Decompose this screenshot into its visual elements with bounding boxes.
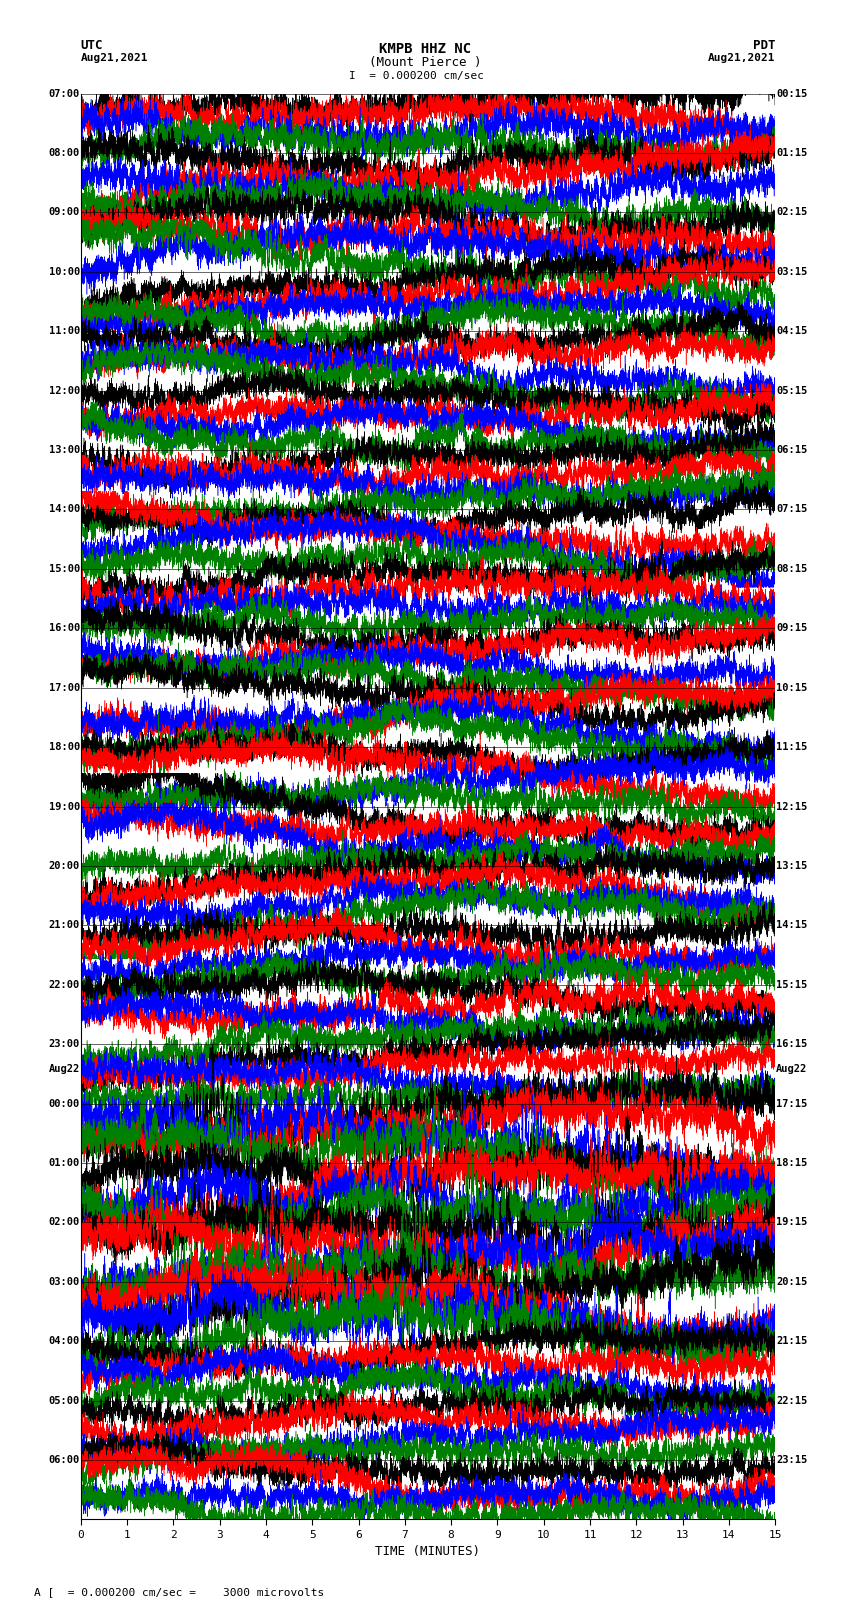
Text: 02:15: 02:15	[776, 208, 808, 218]
Text: 19:15: 19:15	[776, 1218, 808, 1227]
Text: 22:00: 22:00	[48, 979, 80, 990]
Text: 06:15: 06:15	[776, 445, 808, 455]
Text: 18:15: 18:15	[776, 1158, 808, 1168]
Text: 09:15: 09:15	[776, 623, 808, 634]
Text: 18:00: 18:00	[48, 742, 80, 752]
Text: 05:15: 05:15	[776, 386, 808, 395]
Text: 04:15: 04:15	[776, 326, 808, 336]
Text: 08:00: 08:00	[48, 148, 80, 158]
Text: 07:00: 07:00	[48, 89, 80, 98]
Text: A [  = 0.000200 cm/sec =    3000 microvolts: A [ = 0.000200 cm/sec = 3000 microvolts	[34, 1587, 324, 1597]
Text: 12:15: 12:15	[776, 802, 808, 811]
Text: 08:15: 08:15	[776, 565, 808, 574]
Text: UTC: UTC	[81, 39, 103, 52]
Text: 10:00: 10:00	[48, 266, 80, 277]
Text: PDT: PDT	[753, 39, 775, 52]
Text: 17:15: 17:15	[776, 1098, 808, 1108]
Text: Aug21,2021: Aug21,2021	[708, 53, 775, 63]
Text: 15:15: 15:15	[776, 979, 808, 990]
Text: KMPB HHZ NC: KMPB HHZ NC	[379, 42, 471, 56]
Text: 04:00: 04:00	[48, 1336, 80, 1347]
Text: Aug22: Aug22	[776, 1065, 808, 1074]
Text: 06:00: 06:00	[48, 1455, 80, 1465]
Text: 14:00: 14:00	[48, 505, 80, 515]
Text: 12:00: 12:00	[48, 386, 80, 395]
Text: 22:15: 22:15	[776, 1395, 808, 1405]
Text: 23:00: 23:00	[48, 1039, 80, 1048]
Text: 11:00: 11:00	[48, 326, 80, 336]
Text: 03:00: 03:00	[48, 1277, 80, 1287]
Text: Aug21,2021: Aug21,2021	[81, 53, 148, 63]
Text: 10:15: 10:15	[776, 682, 808, 692]
X-axis label: TIME (MINUTES): TIME (MINUTES)	[376, 1545, 480, 1558]
Text: 16:00: 16:00	[48, 623, 80, 634]
Text: 00:15: 00:15	[776, 89, 808, 98]
Text: 01:00: 01:00	[48, 1158, 80, 1168]
Text: 01:15: 01:15	[776, 148, 808, 158]
Text: 05:00: 05:00	[48, 1395, 80, 1405]
Text: 23:15: 23:15	[776, 1455, 808, 1465]
Text: 02:00: 02:00	[48, 1218, 80, 1227]
Text: 03:15: 03:15	[776, 266, 808, 277]
Text: 21:00: 21:00	[48, 921, 80, 931]
Text: 00:00: 00:00	[48, 1098, 80, 1108]
Text: 13:15: 13:15	[776, 861, 808, 871]
Text: 20:00: 20:00	[48, 861, 80, 871]
Text: 15:00: 15:00	[48, 565, 80, 574]
Text: 09:00: 09:00	[48, 208, 80, 218]
Text: 17:00: 17:00	[48, 682, 80, 692]
Text: 13:00: 13:00	[48, 445, 80, 455]
Text: 11:15: 11:15	[776, 742, 808, 752]
Text: 07:15: 07:15	[776, 505, 808, 515]
Text: 19:00: 19:00	[48, 802, 80, 811]
Text: 20:15: 20:15	[776, 1277, 808, 1287]
Text: 21:15: 21:15	[776, 1336, 808, 1347]
Text: 16:15: 16:15	[776, 1039, 808, 1048]
Text: I  = 0.000200 cm/sec: I = 0.000200 cm/sec	[349, 71, 484, 81]
Text: Aug22: Aug22	[48, 1065, 80, 1074]
Text: 14:15: 14:15	[776, 921, 808, 931]
Text: (Mount Pierce ): (Mount Pierce )	[369, 56, 481, 69]
